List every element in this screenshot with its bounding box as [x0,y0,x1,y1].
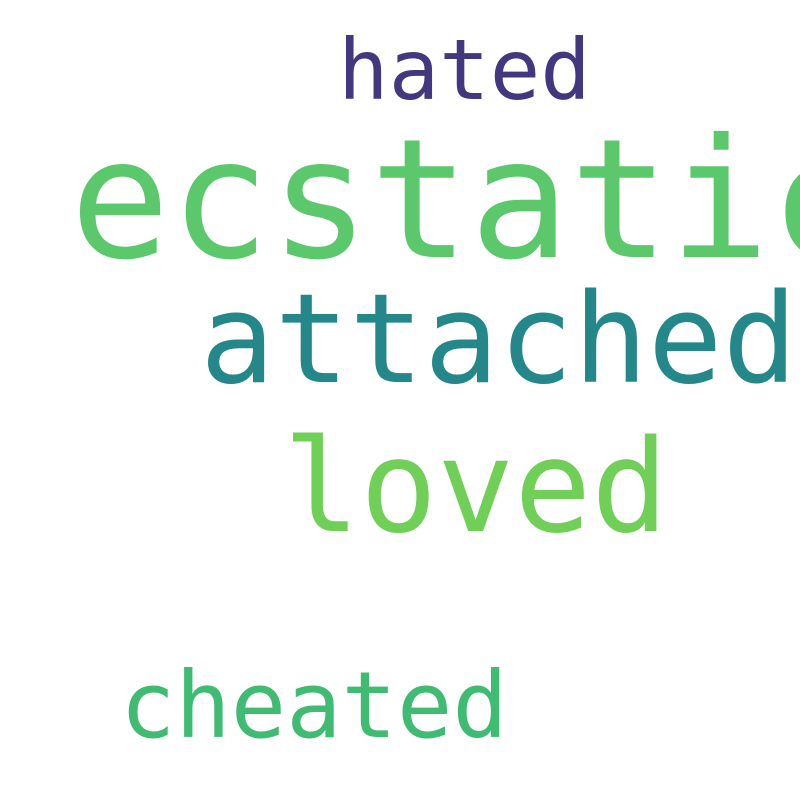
word-loved: loved [283,413,669,562]
word-attached: attached [200,268,798,412]
word-hated: hated [338,21,591,119]
word-ecstatic: ecstatic [70,104,800,297]
word-cheated: cheated [120,652,508,759]
